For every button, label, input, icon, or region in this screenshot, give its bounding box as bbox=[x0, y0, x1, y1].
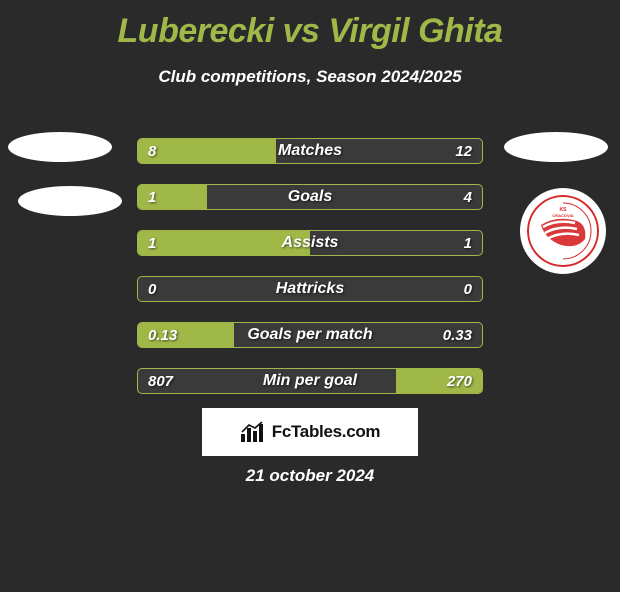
stat-row: 807270Min per goal bbox=[137, 368, 483, 394]
stat-row: 00Hattricks bbox=[137, 276, 483, 302]
page-title: Luberecki vs Virgil Ghita bbox=[0, 12, 620, 51]
player-left-badge-1 bbox=[8, 132, 112, 162]
site-attribution[interactable]: FcTables.com bbox=[202, 408, 418, 456]
site-name: FcTables.com bbox=[272, 422, 381, 442]
stat-row: 14Goals bbox=[137, 184, 483, 210]
player-left-badge-2 bbox=[18, 186, 122, 216]
stat-label: Goals per match bbox=[138, 323, 482, 347]
stat-label: Assists bbox=[138, 231, 482, 255]
stat-row: 11Assists bbox=[137, 230, 483, 256]
stat-row: 0.130.33Goals per match bbox=[137, 322, 483, 348]
svg-text:CRACOVIA: CRACOVIA bbox=[552, 213, 573, 218]
player-right-badge-1 bbox=[504, 132, 608, 162]
player-right-badge-2: KS CRACOVIA bbox=[520, 188, 606, 274]
stats-comparison-block: 812Matches 14Goals 11Assists 00Hattricks 0.1… bbox=[137, 138, 483, 414]
stat-row: 812Matches bbox=[137, 138, 483, 164]
stat-label: Min per goal bbox=[138, 369, 482, 393]
stat-label: Goals bbox=[138, 185, 482, 209]
page-subtitle: Club competitions, Season 2024/2025 bbox=[0, 67, 620, 87]
stat-label: Matches bbox=[138, 139, 482, 163]
fctables-logo-icon bbox=[240, 420, 268, 444]
date-label: 21 october 2024 bbox=[0, 466, 620, 486]
club-logo-icon: KS CRACOVIA bbox=[527, 195, 599, 267]
stat-label: Hattricks bbox=[138, 277, 482, 301]
